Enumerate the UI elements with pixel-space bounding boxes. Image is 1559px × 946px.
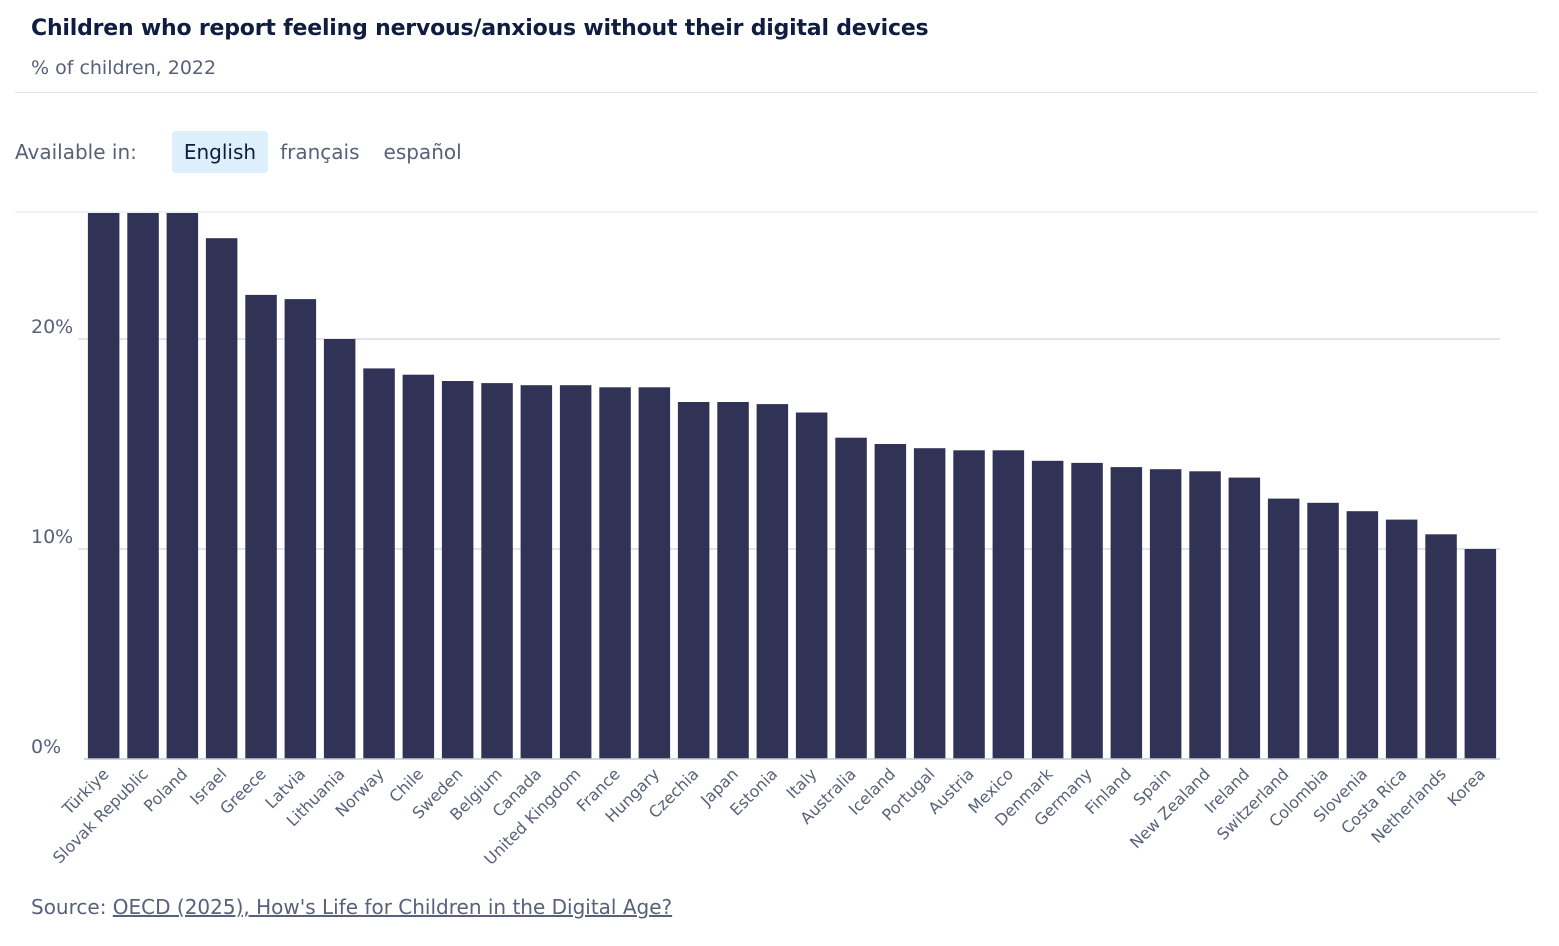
x-tick-label: Korea [1444, 764, 1490, 810]
bar[interactable] [1228, 477, 1261, 759]
bar[interactable] [599, 387, 631, 759]
bar[interactable] [87, 213, 120, 759]
bar[interactable] [205, 238, 238, 759]
bar[interactable] [284, 299, 317, 759]
y-axis-ticks: 0% 10% 20% [31, 316, 73, 758]
language-selector: Available in: English français español [15, 131, 474, 173]
bar[interactable] [913, 448, 946, 759]
bar[interactable] [1464, 549, 1497, 759]
bar[interactable] [127, 213, 159, 759]
header-divider [15, 92, 1538, 93]
bar[interactable] [441, 381, 474, 759]
bar[interactable] [1307, 502, 1339, 759]
bar[interactable] [992, 450, 1025, 759]
bar[interactable] [638, 387, 671, 759]
bar[interactable] [166, 213, 199, 759]
bar[interactable] [835, 437, 867, 759]
language-option-spanish[interactable]: español [383, 140, 462, 164]
bar[interactable] [717, 402, 749, 759]
bar[interactable] [795, 412, 828, 760]
bar[interactable] [402, 374, 435, 759]
y-tick-label: 20% [31, 316, 73, 338]
bar[interactable] [520, 385, 553, 759]
bar[interactable] [1110, 467, 1143, 759]
language-option-french[interactable]: français [280, 140, 360, 164]
bar[interactable] [677, 402, 710, 759]
bar[interactable] [363, 368, 395, 759]
bar[interactable] [1385, 519, 1418, 759]
bar[interactable] [874, 444, 907, 759]
language-label: Available in: [15, 140, 137, 164]
bar[interactable] [1149, 469, 1182, 759]
source-link[interactable]: OECD (2025), How's Life for Children in … [112, 895, 673, 919]
language-option-english[interactable]: English [171, 131, 269, 173]
bar[interactable] [756, 404, 789, 759]
bar[interactable] [1267, 498, 1300, 759]
bars [87, 213, 1497, 760]
y-tick-label: 10% [31, 526, 73, 548]
bar[interactable] [245, 294, 277, 759]
bar[interactable] [1346, 511, 1379, 759]
bar[interactable] [559, 385, 592, 759]
x-tick-label: Poland [140, 764, 191, 815]
bar[interactable] [953, 450, 985, 759]
bar[interactable] [323, 339, 356, 759]
chart-title: Children who report feeling nervous/anxi… [31, 16, 929, 41]
bar[interactable] [1189, 471, 1221, 759]
source-note: Source: OECD (2025), How's Life for Chil… [31, 895, 672, 919]
y-tick-label: 0% [31, 736, 61, 758]
source-label: Source: [31, 895, 113, 919]
bar[interactable] [1071, 462, 1103, 759]
bar[interactable] [1425, 534, 1457, 759]
bar[interactable] [1031, 460, 1064, 759]
chart-subtitle: % of children, 2022 [31, 57, 217, 79]
bar[interactable] [481, 383, 513, 759]
